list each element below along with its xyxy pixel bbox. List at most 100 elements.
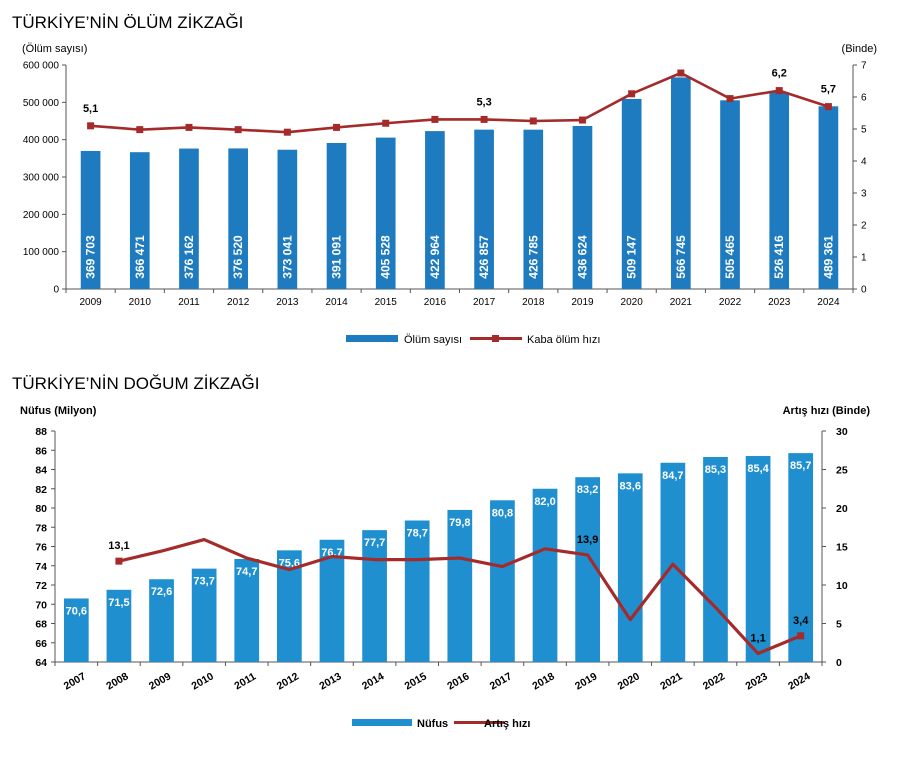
chart1-bar — [720, 100, 740, 290]
legend-swatch-olum-sayisi — [346, 335, 398, 342]
chart1-x-tick-label: 2011 — [178, 297, 200, 308]
chart2-x-tick-label: 2015 — [403, 670, 429, 692]
chart1-y-right-tick-label: 5 — [861, 125, 867, 136]
chart1-line-point — [578, 116, 586, 124]
chart1-bar-value-label: 426 857 — [477, 235, 491, 279]
chart2-title: TÜRKİYE’NİN DOĞUM ZİKZAĞI — [12, 374, 259, 393]
chart1-bar-value-label: 422 964 — [428, 235, 442, 279]
chart2-bar-value-label: 80,8 — [492, 507, 513, 519]
chart2-y-right-tick-label: 25 — [836, 465, 848, 477]
chart1-bar-value-label: 376 520 — [231, 235, 245, 279]
chart2-x-tick-label: 2008 — [104, 670, 130, 692]
chart1-line-point — [480, 115, 488, 123]
chart2-x-tick-label: 2010 — [190, 670, 216, 692]
chart1-line-kaba-olum-hizi — [90, 71, 829, 134]
chart1-line-point — [136, 126, 144, 134]
chart1-line-point — [775, 87, 783, 95]
chart1-y-right-tick-label: 2 — [861, 221, 867, 232]
chart2-y-left-tick-label: 72 — [35, 580, 47, 592]
chart1-line-point — [234, 126, 242, 134]
chart2-y-right-label: Artış hızı (Binde) — [783, 405, 871, 417]
chart1-bar — [769, 92, 790, 289]
chart1-y-right-tick-label: 1 — [861, 253, 867, 264]
chart2-y-left-tick-label: 78 — [35, 522, 47, 534]
chart1-line-point — [677, 69, 685, 77]
chart2-bar — [106, 589, 132, 662]
chart2-bar — [788, 453, 814, 662]
chart1-y-right-tick-label: 7 — [861, 61, 867, 72]
chart1-x-tick-label: 2016 — [424, 297, 447, 308]
chart1-line-point — [382, 119, 390, 127]
chart2-y-left-tick-label: 86 — [35, 445, 47, 457]
chart1-bar — [523, 129, 544, 289]
chart2-y-left-tick-label: 82 — [35, 484, 47, 496]
chart1-x-tick-label: 2013 — [276, 297, 299, 308]
chart2-y-left-tick-label: 88 — [35, 426, 47, 438]
chart2-bar-value-label: 85,3 — [705, 464, 726, 476]
chart2-y-left-tick-label: 74 — [35, 561, 47, 573]
chart1-bar — [818, 106, 839, 289]
chart2-bar-value-label: 79,8 — [449, 517, 470, 529]
chart2-y-right-tick-label: 30 — [836, 426, 848, 438]
chart1-line-point — [185, 123, 193, 131]
chart1-x-tick-label: 2009 — [79, 297, 102, 308]
chart1-x-tick-label: 2015 — [375, 297, 398, 308]
chart1-bar-value-label: 426 785 — [526, 235, 540, 279]
chart1-y-right-label: (Binde) — [842, 43, 877, 55]
chart2-bar-value-label: 77,7 — [364, 537, 385, 549]
chart2-bar — [617, 473, 643, 662]
chart1-y-right-tick-label: 6 — [861, 93, 867, 104]
chart2-y-right-tick-label: 0 — [836, 657, 842, 669]
chart2-bar-value-label: 83,6 — [620, 480, 641, 492]
chart2-bar-value-label: 82,0 — [534, 496, 555, 508]
chart1-y-right-tick-label: 0 — [861, 285, 867, 296]
chart2-y-left-label: Nüfus (Milyon) — [20, 405, 97, 417]
chart1-bar-value-label: 436 624 — [575, 235, 589, 279]
chart1-line-point — [431, 115, 439, 123]
chart1-bar — [621, 98, 642, 289]
chart1-bar — [129, 152, 150, 289]
chart2-point-label: 3,4 — [793, 615, 809, 627]
chart2-x-tick-label: 2021 — [658, 670, 684, 692]
chart2-bar-value-label: 70,6 — [66, 605, 87, 617]
chart2-x-tick-label: 2024 — [786, 670, 812, 692]
chart2-point-label: 1,1 — [750, 633, 765, 645]
chart1-bar — [80, 150, 101, 289]
chart1-point-label: 6,2 — [772, 68, 787, 80]
chart2-bar-value-label: 71,5 — [108, 597, 129, 609]
chart2-bar — [703, 456, 728, 662]
chart1-line-point — [283, 128, 291, 136]
chart1-bar-value-label: 366 471 — [133, 235, 147, 279]
chart1-bar — [277, 149, 298, 289]
chart1-x-tick-label: 2022 — [719, 297, 742, 308]
chart2-bar-value-label: 83,2 — [577, 484, 598, 496]
chart1-bar — [375, 137, 396, 289]
chart1-bar — [474, 129, 494, 289]
chart1-line-point — [87, 122, 95, 130]
chart2-point-label: 13,1 — [108, 540, 129, 552]
chart1-x-tick-label: 2017 — [473, 297, 496, 308]
legend-label-olum-sayisi: Ölüm sayısı — [404, 334, 462, 346]
chart2-y-left-tick-label: 70 — [35, 599, 47, 611]
chart1-point-label: 5,7 — [821, 84, 836, 96]
chart2-bar — [149, 579, 174, 662]
chart2-bar-value-label: 73,7 — [193, 576, 214, 588]
chart1-bar-value-label: 566 745 — [674, 235, 688, 279]
chart1-bar — [572, 125, 593, 289]
chart2-bar — [362, 530, 387, 662]
chart2-x-tick-label: 2009 — [147, 670, 173, 692]
chart2-x-tick-label: 2013 — [317, 670, 343, 692]
chart1-y-left-tick-label: 100 000 — [23, 247, 60, 258]
legend-label-kaba-olum-hizi: Kaba ölüm hızı — [527, 334, 600, 346]
chart2-bar-value-label: 72,6 — [151, 586, 172, 598]
chart1-bar — [671, 77, 691, 290]
chart1-bar — [326, 142, 347, 289]
chart2-bar-value-label: 84,7 — [662, 470, 683, 482]
chart1-y-left-tick-label: 300 000 — [23, 173, 60, 184]
chart1-bar-value-label: 526 416 — [772, 235, 786, 279]
chart1-x-tick-label: 2020 — [621, 297, 644, 308]
chart2-line-point — [115, 557, 123, 565]
chart1-bar-value-label: 391 091 — [330, 235, 344, 279]
